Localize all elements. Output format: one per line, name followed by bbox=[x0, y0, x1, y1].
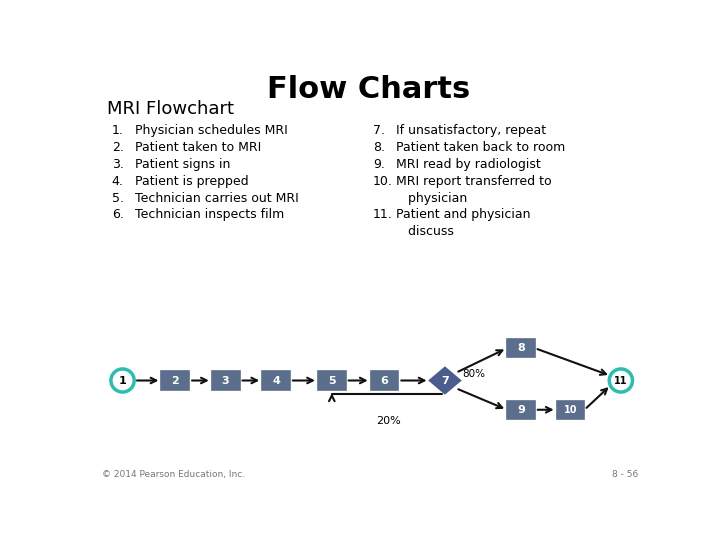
Text: Patient taken back to room: Patient taken back to room bbox=[396, 141, 565, 154]
Text: 20%: 20% bbox=[376, 416, 401, 426]
Text: 4.: 4. bbox=[112, 174, 124, 187]
Text: 6.: 6. bbox=[112, 208, 124, 221]
Text: 2: 2 bbox=[171, 375, 179, 386]
Text: 9.: 9. bbox=[373, 158, 384, 171]
Text: 7: 7 bbox=[441, 375, 449, 386]
FancyBboxPatch shape bbox=[507, 339, 535, 357]
Text: © 2014 Pearson Education, Inc.: © 2014 Pearson Education, Inc. bbox=[102, 470, 245, 479]
Text: 9: 9 bbox=[517, 405, 525, 415]
Text: 10.: 10. bbox=[373, 174, 392, 187]
Text: 4: 4 bbox=[272, 375, 280, 386]
Text: discuss: discuss bbox=[396, 225, 454, 238]
Text: 10: 10 bbox=[564, 405, 577, 415]
FancyBboxPatch shape bbox=[318, 372, 346, 390]
Text: 1: 1 bbox=[119, 375, 127, 386]
FancyBboxPatch shape bbox=[161, 372, 189, 390]
Text: 1.: 1. bbox=[112, 124, 124, 137]
Text: Flow Charts: Flow Charts bbox=[267, 75, 471, 104]
Text: 8.: 8. bbox=[373, 141, 385, 154]
Text: 8 - 56: 8 - 56 bbox=[613, 470, 639, 479]
Text: Physician schedules MRI: Physician schedules MRI bbox=[135, 124, 288, 137]
Text: physician: physician bbox=[396, 192, 467, 205]
FancyBboxPatch shape bbox=[557, 401, 585, 419]
Text: 2.: 2. bbox=[112, 141, 124, 154]
Text: MRI Flowchart: MRI Flowchart bbox=[107, 100, 234, 118]
FancyBboxPatch shape bbox=[212, 372, 240, 390]
FancyBboxPatch shape bbox=[507, 401, 535, 419]
Text: 7.: 7. bbox=[373, 124, 385, 137]
Text: MRI report transferred to: MRI report transferred to bbox=[396, 174, 552, 187]
Text: If unsatisfactory, repeat: If unsatisfactory, repeat bbox=[396, 124, 546, 137]
Text: MRI read by radiologist: MRI read by radiologist bbox=[396, 158, 541, 171]
Text: 5.: 5. bbox=[112, 192, 124, 205]
FancyBboxPatch shape bbox=[371, 372, 398, 390]
FancyBboxPatch shape bbox=[262, 372, 290, 390]
Polygon shape bbox=[429, 367, 461, 394]
Text: Patient taken to MRI: Patient taken to MRI bbox=[135, 141, 261, 154]
Text: 11.: 11. bbox=[373, 208, 392, 221]
Text: 80%: 80% bbox=[462, 369, 485, 379]
Text: Patient and physician: Patient and physician bbox=[396, 208, 531, 221]
Text: 3.: 3. bbox=[112, 158, 124, 171]
Text: Patient signs in: Patient signs in bbox=[135, 158, 230, 171]
Circle shape bbox=[111, 369, 134, 392]
Circle shape bbox=[609, 369, 632, 392]
Text: 11: 11 bbox=[614, 375, 628, 386]
Text: Technician inspects film: Technician inspects film bbox=[135, 208, 284, 221]
Text: 8: 8 bbox=[517, 343, 525, 353]
Text: 5: 5 bbox=[328, 375, 336, 386]
Text: Technician carries out MRI: Technician carries out MRI bbox=[135, 192, 299, 205]
Text: 6: 6 bbox=[381, 375, 388, 386]
Text: Patient is prepped: Patient is prepped bbox=[135, 174, 248, 187]
Text: 3: 3 bbox=[222, 375, 230, 386]
